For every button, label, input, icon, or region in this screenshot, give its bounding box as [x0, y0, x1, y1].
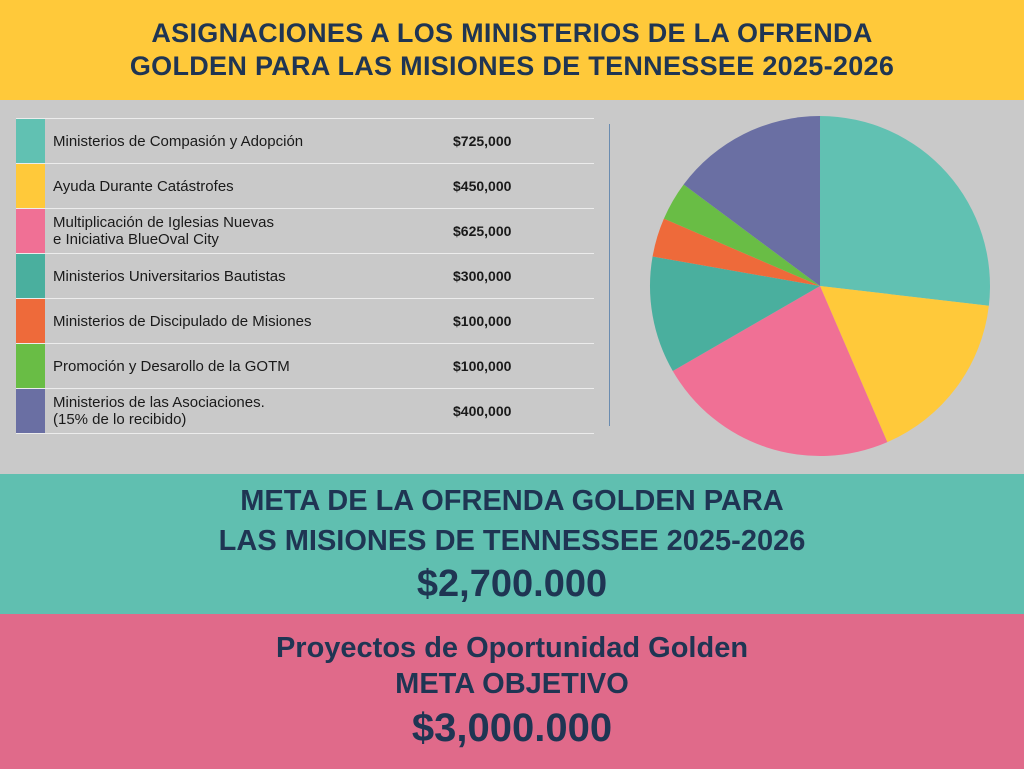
header-title-line2: GOLDEN PARA LAS MISIONES DE TENNESSEE 20… [129, 51, 895, 81]
legend-swatch [16, 119, 45, 163]
pie-slice-7 [683, 116, 820, 286]
pie-chart [650, 116, 990, 456]
legend-swatch [16, 299, 45, 343]
legend-label-line1: Multiplicación de Iglesias Nuevas [53, 214, 274, 231]
legend-value: $450,000 [453, 178, 512, 194]
legend-value: $625,000 [453, 223, 512, 239]
legend-label: Ministerios de Compasión y Adopción [53, 133, 443, 150]
pie-slice-5 [652, 218, 820, 286]
header-banner: ASIGNACIONES A LOS MINISTERIOS DE LA OFR… [0, 0, 1024, 100]
legend-swatch [16, 389, 45, 433]
legend-label: Ministerios de Discipulado de Misiones [53, 313, 443, 330]
legend-value: $100,000 [453, 313, 512, 329]
legend-swatch [16, 209, 45, 253]
pie-slice-3 [672, 286, 888, 456]
legend-row: Ayuda Durante Catástrofes $450,000 [16, 164, 594, 209]
goal-title-line2: LAS MISIONES DE TENNESSEE 2025-2026 [218, 525, 806, 557]
legend-label-line1: Ministerios de Compasión y Adopción [53, 132, 304, 150]
legend-swatch [16, 254, 45, 298]
pie-slice-2 [820, 286, 989, 443]
pie-slice-6 [663, 184, 820, 286]
pie-slice-4 [650, 256, 820, 371]
legend-label-line1: Ministerios de las Asociaciones. [53, 394, 265, 411]
projects-subtitle: META OBJETIVO [395, 667, 629, 700]
legend-label: Ministerios Universitarios Bautistas [53, 268, 443, 285]
projects-banner: Proyectos de Oportunidad Golden META OBJ… [0, 614, 1024, 769]
legend-swatch [16, 344, 45, 388]
legend-row: Promoción y Desarollo de la GOTM $100,000 [16, 344, 594, 389]
legend-row: Multiplicación de Iglesias Nuevas e Inici… [16, 209, 594, 254]
legend-value: $725,000 [453, 133, 512, 149]
legend-row: Ministerios de Discipulado de Misiones $1… [16, 299, 594, 344]
legend-label: Ayuda Durante Catástrofes [53, 178, 443, 195]
legend-value: $300,000 [453, 268, 512, 284]
legend-row: Ministerios Universitarios Bautistas $300… [16, 254, 594, 299]
goal-title-line1: META DE LA OFRENDA GOLDEN PARA [240, 485, 784, 517]
legend-label: Multiplicación de Iglesias Nuevas e Inici… [53, 214, 443, 248]
allocation-section: Ministerios de Compasión y Adopción $725,… [0, 100, 1024, 474]
pie-chart-container [640, 106, 1000, 466]
legend-label-line2: (15% de lo recibido) [53, 411, 187, 428]
legend-table: Ministerios de Compasión y Adopción $725,… [16, 118, 594, 434]
projects-amount: $3,000.000 [411, 705, 613, 750]
pie-slice-1 [820, 116, 990, 306]
legend-value: $100,000 [453, 358, 512, 374]
header-title-line1: ASIGNACIONES A LOS MINISTERIOS DE LA OFR… [151, 18, 873, 48]
legend-row: Ministerios de Compasión y Adopción $725,… [16, 118, 594, 164]
legend-row: Ministerios de las Asociaciones. (15% de … [16, 389, 594, 434]
legend-label-line1: Ministerios de Discipulado de Misiones [53, 312, 312, 330]
legend-label: Ministerios de las Asociaciones. (15% de … [53, 394, 443, 428]
projects-title: Proyectos de Oportunidad Golden [275, 631, 749, 664]
legend-label-line1: Ayuda Durante Catástrofes [53, 177, 234, 195]
goal-amount: $2,700.000 [416, 563, 608, 605]
divider-line [609, 124, 610, 426]
legend-label: Promoción y Desarollo de la GOTM [53, 358, 443, 375]
legend-label-line1: Ministerios Universitarios Bautistas [53, 267, 286, 285]
legend-label-line2: e Iniciativa BlueOval City [53, 231, 219, 248]
legend-swatch [16, 164, 45, 208]
legend-value: $400,000 [453, 403, 512, 419]
legend-label-line1: Promoción y Desarollo de la GOTM [53, 357, 290, 375]
goal-banner: META DE LA OFRENDA GOLDEN PARA LAS MISIO… [0, 474, 1024, 614]
